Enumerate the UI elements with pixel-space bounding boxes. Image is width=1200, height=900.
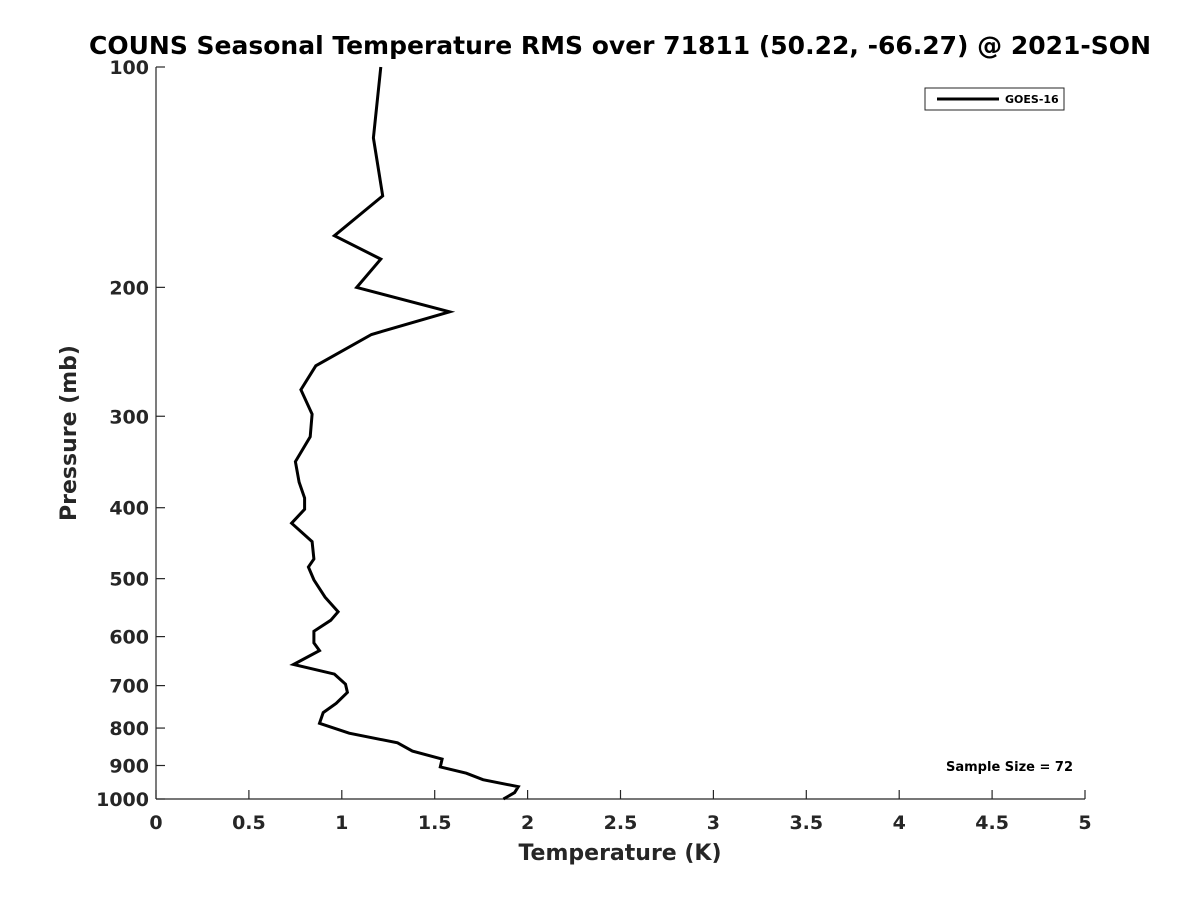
x-tick-label: 3.5	[789, 812, 823, 834]
series-layer	[289, 66, 521, 801]
y-axis-label: Pressure (mb)	[57, 345, 82, 521]
y-tick-label: 800	[109, 718, 149, 740]
x-tick-label: 2	[521, 812, 534, 834]
x-tick-label: 1.5	[418, 812, 452, 834]
chart-title: COUNS Seasonal Temperature RMS over 7181…	[89, 31, 1151, 60]
y-tick-label: 700	[109, 676, 149, 698]
series-line-goes-16	[289, 66, 521, 801]
x-tick-label: 0.5	[232, 812, 266, 834]
plot-area	[156, 67, 1085, 799]
y-tick-label: 500	[109, 569, 149, 591]
legend: GOES-16	[924, 87, 1065, 111]
sample-size-annotation: Sample Size = 72	[946, 760, 1073, 775]
y-tick-label: 1000	[96, 789, 149, 811]
x-tick-label: 1	[335, 812, 348, 834]
y-tick-label: 200	[109, 277, 149, 299]
y-tick-label: 600	[109, 627, 149, 649]
y-axis: 100 200 300 400 500 600 700 800 900 1000	[96, 57, 165, 811]
x-axis-label: Temperature (K)	[518, 841, 721, 866]
y-tick-label: 100	[109, 57, 149, 79]
x-axis: 0 0.5 1 1.5 2 2.5 3 3.5 4 4.5 5	[149, 790, 1092, 834]
legend-label-goes-16: GOES-16	[1005, 93, 1059, 106]
x-tick-label: 4	[893, 812, 906, 834]
x-tick-label: 3	[707, 812, 720, 834]
y-tick-label: 300	[109, 406, 149, 428]
x-tick-label: 2.5	[604, 812, 638, 834]
y-tick-label: 400	[109, 498, 149, 520]
x-tick-label: 0	[149, 812, 162, 834]
y-tick-label: 900	[109, 756, 149, 778]
x-tick-label: 4.5	[975, 812, 1009, 834]
x-tick-label: 5	[1078, 812, 1091, 834]
